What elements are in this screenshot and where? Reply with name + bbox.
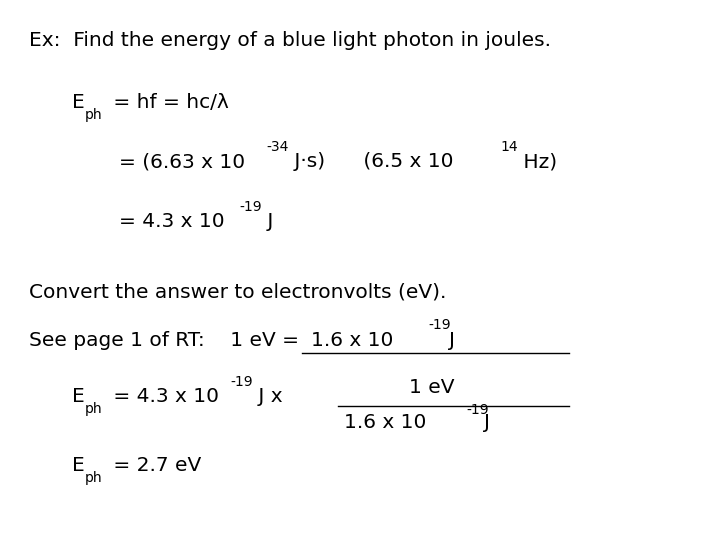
Text: J: J — [449, 330, 454, 349]
Text: J: J — [261, 212, 274, 231]
Text: = hf = hc/λ: = hf = hc/λ — [107, 93, 228, 112]
Text: -19: -19 — [230, 375, 253, 389]
Text: ph: ph — [85, 402, 102, 416]
Text: -19: -19 — [428, 319, 451, 333]
Text: -19: -19 — [467, 403, 489, 417]
Text: ph: ph — [85, 108, 102, 122]
Text: = 2.7 eV: = 2.7 eV — [107, 456, 201, 475]
Text: -34: -34 — [266, 140, 289, 154]
Text: Hz): Hz) — [517, 152, 557, 171]
Text: 14: 14 — [500, 140, 518, 154]
Text: 1.6 x 10: 1.6 x 10 — [344, 413, 426, 431]
Text: E: E — [72, 387, 85, 406]
Text: See page 1 of RT:    1 eV =: See page 1 of RT: 1 eV = — [29, 330, 305, 349]
Text: J·s)      (6.5 x 10: J·s) (6.5 x 10 — [288, 152, 454, 171]
Text: J: J — [484, 413, 490, 431]
Text: ph: ph — [85, 471, 102, 485]
Text: -19: -19 — [240, 200, 262, 214]
Text: = (6.63 x 10: = (6.63 x 10 — [119, 152, 245, 171]
Text: Convert the answer to electronvolts (eV).: Convert the answer to electronvolts (eV)… — [29, 282, 446, 301]
Text: J x: J x — [252, 387, 283, 406]
Text: Ex:  Find the energy of a blue light photon in joules.: Ex: Find the energy of a blue light phot… — [29, 31, 551, 50]
Text: = 4.3 x 10: = 4.3 x 10 — [107, 387, 219, 406]
Text: E: E — [72, 456, 85, 475]
Text: 1 eV: 1 eV — [409, 378, 455, 397]
Text: E: E — [72, 93, 85, 112]
Text: = 4.3 x 10: = 4.3 x 10 — [119, 212, 225, 231]
Text: 1.6 x 10: 1.6 x 10 — [311, 330, 393, 349]
